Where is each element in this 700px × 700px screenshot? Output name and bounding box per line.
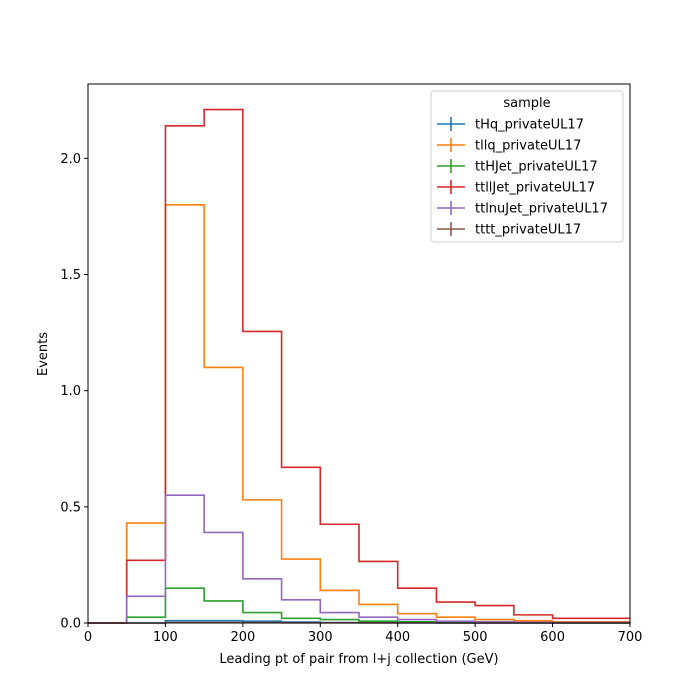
- y-tick-label: 1.0: [60, 384, 81, 399]
- legend-label: ttHJet_privateUL17: [475, 160, 598, 175]
- x-tick-label: 100: [153, 630, 178, 645]
- legend-label: tllq_privateUL17: [475, 139, 581, 154]
- legend-label: ttlnuJet_privateUL17: [475, 202, 608, 217]
- x-tick-label: 400: [385, 630, 410, 645]
- y-tick-label: 1.5: [60, 268, 81, 283]
- legend: sample tHq_privateUL17 tllq_privateUL17tt…: [430, 90, 624, 243]
- legend-item: tHq_privateUL17: [437, 117, 584, 133]
- x-tick-label: 600: [540, 630, 565, 645]
- legend-item: ttllJet_privateUL17: [437, 180, 595, 196]
- legend-box: [430, 90, 624, 243]
- x-tick-label: 500: [463, 630, 488, 645]
- legend-item: tttt_privateUL17: [437, 222, 581, 238]
- x-tick-label: 0: [84, 630, 92, 645]
- plot-frame: [87, 83, 631, 624]
- legend-item: ttHJet_privateUL17: [437, 159, 598, 175]
- x-axis: 0 100 200 300 400 500 600 700: [84, 623, 643, 645]
- series-line-1: [88, 204, 630, 624]
- legend-item: ttlnuJet_privateUL17: [437, 201, 608, 217]
- y-axis-label: Events: [36, 332, 51, 376]
- x-tick-label: 700: [618, 630, 643, 645]
- legend-label: tHq_privateUL17: [475, 118, 584, 133]
- x-tick-label: 200: [230, 630, 255, 645]
- series-line-3: [88, 108, 630, 624]
- y-tick-label: 2.0: [60, 152, 81, 167]
- x-tick-label: 300: [308, 630, 333, 645]
- y-axis: 0.0 0.5 1.0 1.5 2.0: [60, 152, 88, 632]
- legend-label: tttt_privateUL17: [475, 223, 581, 238]
- legend-title: sample: [503, 96, 550, 111]
- legend-label: ttllJet_privateUL17: [475, 181, 595, 196]
- y-tick-label: 0.0: [60, 617, 81, 632]
- legend-items: tHq_privateUL17 tllq_privateUL17 ttHJet_pr…: [437, 117, 608, 238]
- legend-item: tllq_privateUL17: [437, 138, 581, 154]
- series-line-4: [88, 494, 630, 624]
- y-tick-label: 0.5: [60, 500, 81, 515]
- x-axis-label: Leading pt of pair from l+j collection (…: [219, 652, 498, 667]
